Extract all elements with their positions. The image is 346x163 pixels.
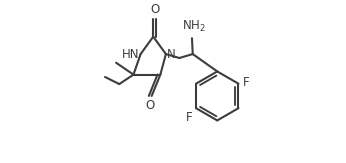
Text: O: O xyxy=(145,99,155,112)
Text: O: O xyxy=(150,3,160,16)
Text: NH$_2$: NH$_2$ xyxy=(182,19,206,34)
Text: HN: HN xyxy=(122,48,140,61)
Text: F: F xyxy=(185,111,192,124)
Text: N: N xyxy=(167,48,175,61)
Text: F: F xyxy=(243,76,249,89)
